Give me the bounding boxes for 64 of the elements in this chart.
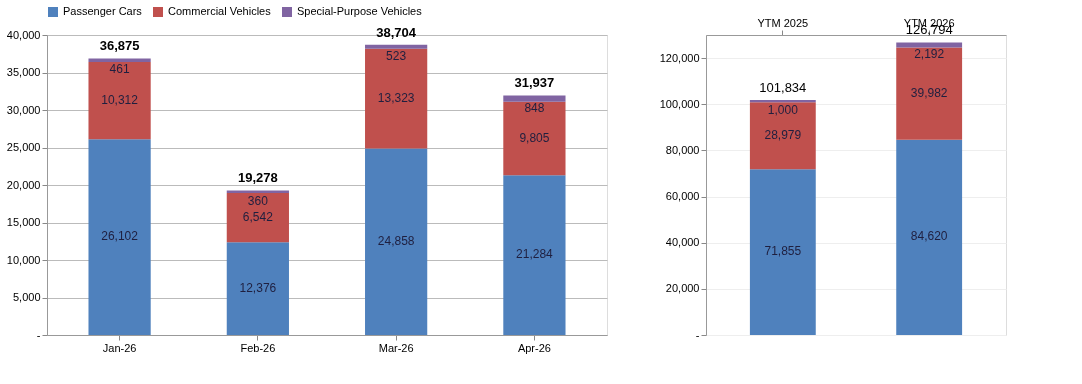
data-label: 1,000 (767, 103, 799, 118)
y-tick-label: 10,000 (6, 253, 41, 266)
bar (226, 193, 289, 243)
data-label: 6,542 (242, 209, 274, 224)
bar (896, 139, 963, 335)
y-tick-label: 20,000 (665, 282, 700, 295)
bar (88, 58, 151, 62)
x-tick-label: Jan-26 (102, 341, 137, 354)
y-tick-label: - (36, 328, 41, 341)
bar (226, 242, 289, 335)
bar (503, 95, 566, 102)
data-label: 24,858 (377, 233, 415, 248)
y-tick-label: 35,000 (6, 66, 41, 78)
bar (749, 102, 816, 170)
y-tick-label: 5,000 (12, 291, 41, 303)
y-tick-label: 60,000 (665, 190, 700, 203)
bar (896, 42, 963, 48)
data-label: 28,979 (764, 127, 802, 142)
data-label: 21,284 (516, 247, 554, 262)
data-label: 2,192 (914, 46, 945, 61)
bar (896, 47, 963, 140)
y-tick-label: 40,000 (665, 236, 700, 249)
y-tick-label: 15,000 (6, 216, 41, 228)
y-tick-label: 120,000 (659, 51, 700, 64)
bar (226, 190, 289, 194)
bar (88, 139, 151, 335)
x-tick-label: Feb-26 (240, 341, 276, 354)
x-tick-label: Mar-26 (378, 341, 414, 354)
y-tick-label: 40,000 (6, 28, 41, 41)
bar (365, 48, 428, 149)
y-tick-label: 25,000 (6, 141, 41, 153)
bar (365, 148, 428, 335)
bar (503, 175, 566, 335)
data-label: 84,620 (910, 229, 948, 244)
y-tick-label: 20,000 (6, 178, 41, 191)
y-tick-label: 80,000 (665, 143, 700, 156)
data-label: 9,805 (519, 130, 550, 145)
legend-label: Special-Purpose Vehicles (297, 5, 423, 17)
data-label: 39,982 (910, 85, 948, 100)
data-label: 71,855 (764, 244, 802, 259)
total-label: 101,834 (759, 80, 807, 95)
bar (749, 169, 816, 335)
bar (365, 44, 428, 49)
bar (88, 61, 151, 140)
y-tick-label: - (695, 328, 700, 341)
x-tick-label: Apr-26 (517, 341, 551, 354)
total-label: 36,875 (99, 38, 140, 54)
total-label: 19,278 (237, 170, 278, 186)
data-label: 848 (524, 100, 545, 115)
data-label: 13,323 (377, 90, 415, 105)
x-tick-label: YTM 2025 (757, 16, 809, 29)
data-label: 10,312 (101, 92, 139, 107)
data-label: 26,102 (101, 229, 139, 244)
y-tick-label: 30,000 (6, 103, 41, 116)
total-label: 38,704 (376, 24, 417, 40)
data-label: 360 (247, 193, 269, 208)
data-label: 461 (109, 62, 130, 77)
data-label: 523 (386, 48, 407, 63)
y-tick-label: 100,000 (659, 97, 700, 110)
legend-label: Passenger Cars (63, 5, 143, 17)
total-label: 31,937 (514, 75, 555, 91)
bar (503, 101, 566, 176)
legend-label: Commercial Vehicles (168, 5, 272, 17)
data-label: 12,376 (239, 280, 277, 295)
